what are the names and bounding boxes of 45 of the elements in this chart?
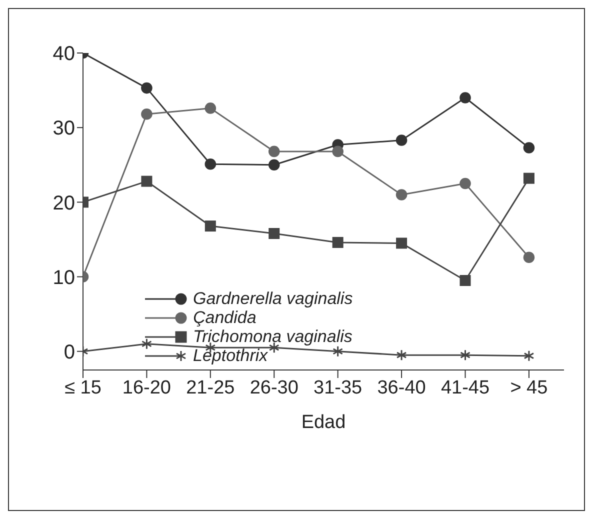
y-tick-label: 40 <box>52 43 75 66</box>
x-tick-label: > 45 <box>510 377 548 398</box>
frame: Gardnerella vaginalis Çandida Trichomona vaginalis Leptothrix ≤ 15 16-20 21-25 26-30 31-35 36-40 41-45 > 45 Edad 0 10 20 30 40 <box>8 8 585 511</box>
x-tick-label: ≤ 15 <box>64 377 102 398</box>
point <box>523 172 534 184</box>
point <box>268 159 280 171</box>
legend-label: Gardnerella vaginalis <box>193 289 353 308</box>
x-tick-label: 26-30 <box>250 377 298 398</box>
x-tick-label: 36-40 <box>377 377 426 398</box>
y-tick-label: 0 <box>64 341 75 364</box>
legend-label: Trichomona vaginalis <box>193 327 352 346</box>
point <box>460 349 470 361</box>
point <box>396 349 407 361</box>
point <box>524 350 534 362</box>
y-tick-label: 30 <box>52 118 75 140</box>
x-tick-label: 31-35 <box>314 377 362 398</box>
point <box>204 158 216 170</box>
point <box>332 346 344 358</box>
point <box>332 236 344 248</box>
point <box>396 189 408 200</box>
point <box>204 220 216 232</box>
x-tick-label: 16-20 <box>122 377 172 398</box>
point <box>141 108 152 120</box>
point <box>523 142 535 154</box>
point <box>332 146 344 158</box>
point <box>460 92 471 104</box>
point <box>141 176 152 187</box>
point <box>204 102 216 114</box>
x-axis-title: Edad <box>301 412 346 433</box>
point <box>396 238 408 249</box>
x-tick-label: 41-45 <box>440 377 490 398</box>
point <box>396 134 408 146</box>
x-tick-label: 21-25 <box>186 377 235 398</box>
point <box>141 82 152 94</box>
point <box>460 178 471 190</box>
legend-label: Leptothrix <box>193 346 268 365</box>
point <box>523 252 535 264</box>
point <box>141 338 152 350</box>
y-tick-label: 10 <box>52 266 75 289</box>
point <box>460 274 471 286</box>
point <box>268 228 280 240</box>
point <box>268 342 280 354</box>
y-tick-label: 20 <box>52 192 75 214</box>
legend-label: Çandida <box>193 308 256 327</box>
point <box>268 146 280 158</box>
